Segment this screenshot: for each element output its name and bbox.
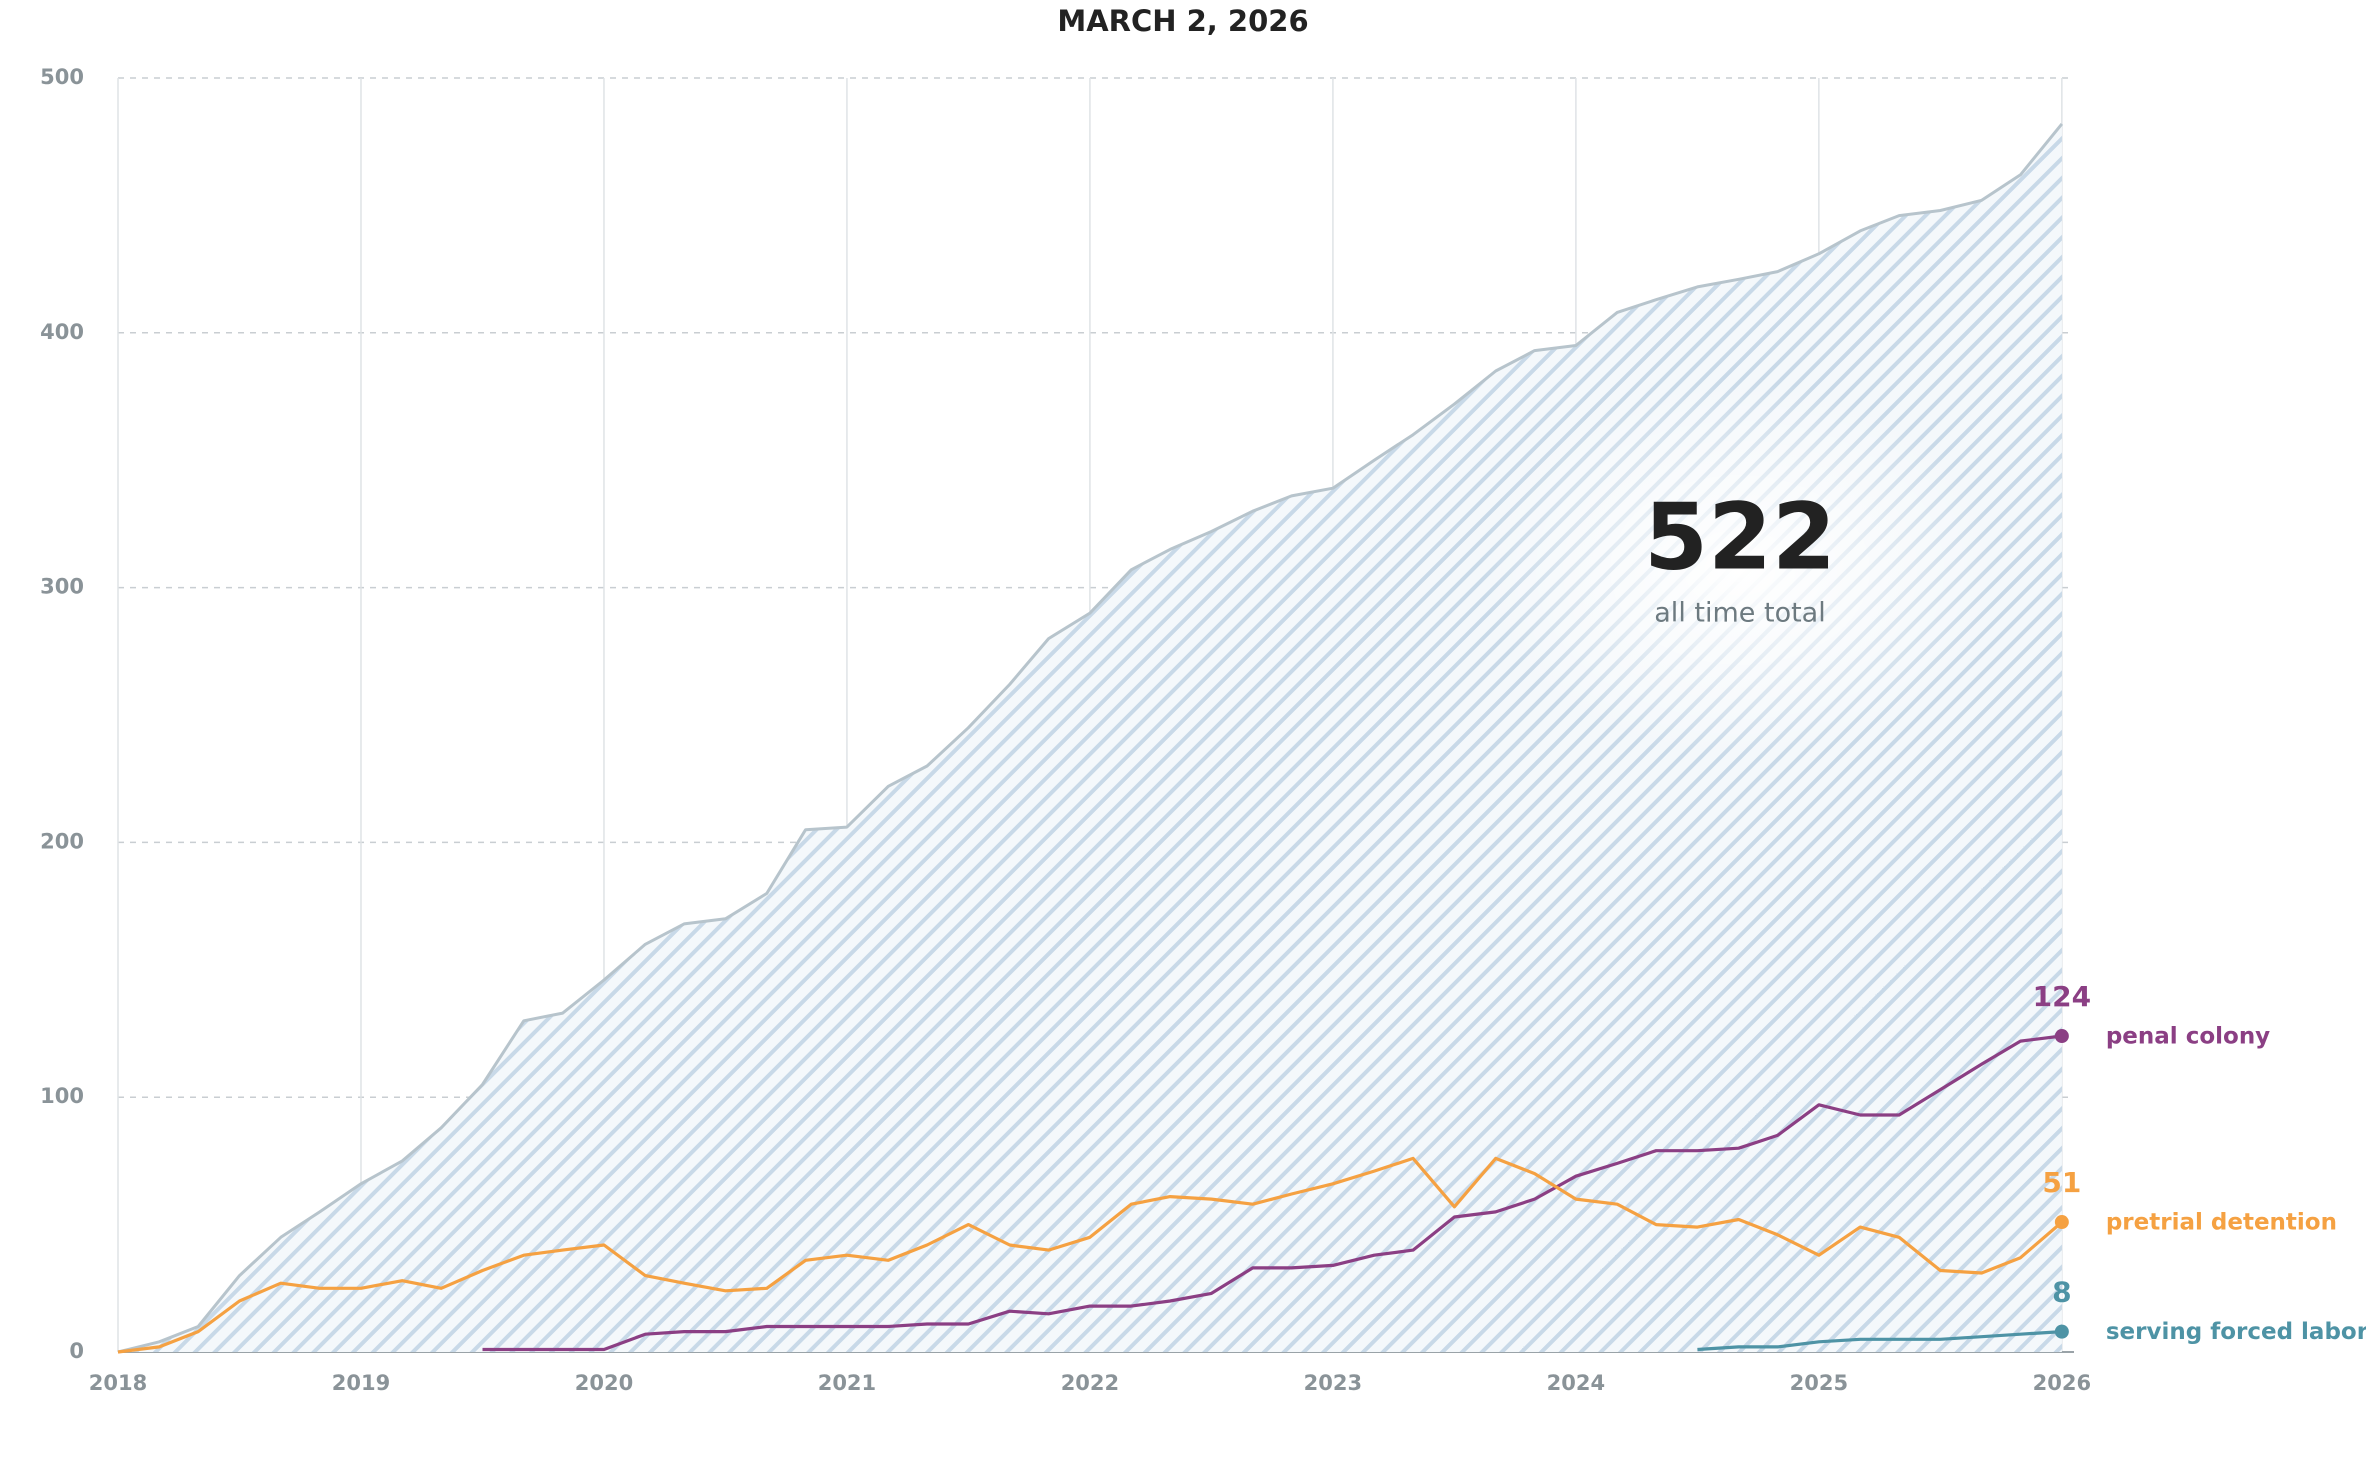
series-label: serving forced labor bbox=[2106, 1319, 2366, 1345]
x-tick-label: 2018 bbox=[89, 1371, 147, 1395]
end-dot bbox=[2054, 1215, 2069, 1230]
x-tick-label: 2022 bbox=[1061, 1371, 1119, 1395]
y-tick-label: 200 bbox=[40, 829, 84, 853]
annotation-label: all time total bbox=[1654, 598, 1825, 629]
value-label: 124 bbox=[2033, 980, 2091, 1013]
y-tick-label: 300 bbox=[40, 575, 84, 599]
annotation-glow bbox=[1480, 380, 2000, 760]
series-label: penal colony bbox=[2106, 1024, 2270, 1050]
x-tick-label: 2024 bbox=[1547, 1371, 1605, 1395]
labels: 0 100 200 300 400 500 2018 2019 2020 2021 2022 2023… bbox=[40, 65, 2366, 1395]
line bbox=[1697, 1330, 2063, 1352]
chart-title: MARCH 2, 2026 bbox=[1057, 4, 1308, 38]
line bbox=[482, 1034, 2063, 1352]
y-tick-label: 100 bbox=[40, 1084, 84, 1108]
x-tick-label: 2025 bbox=[1790, 1371, 1848, 1395]
value-label: 51 bbox=[2042, 1166, 2081, 1199]
line bbox=[117, 1156, 2063, 1354]
annotation-value: 522 bbox=[1644, 483, 1836, 590]
x-tick-label: 2019 bbox=[332, 1371, 390, 1395]
y-tick-label: 500 bbox=[40, 65, 84, 89]
x-tick-label: 2023 bbox=[1304, 1371, 1362, 1395]
end-dot bbox=[2054, 1324, 2069, 1339]
value-label: 8 bbox=[2052, 1276, 2071, 1309]
end-dot bbox=[2054, 1029, 2069, 1044]
x-tick-label: 2020 bbox=[575, 1371, 633, 1395]
x-tick-label: 2021 bbox=[818, 1371, 876, 1395]
line bbox=[117, 122, 2064, 1354]
x-tick-label: 2026 bbox=[2033, 1371, 2091, 1395]
y-tick-label: 400 bbox=[40, 320, 84, 344]
series-label: pretrial detention bbox=[2106, 1210, 2337, 1236]
y-tick-label: 0 bbox=[69, 1339, 84, 1363]
